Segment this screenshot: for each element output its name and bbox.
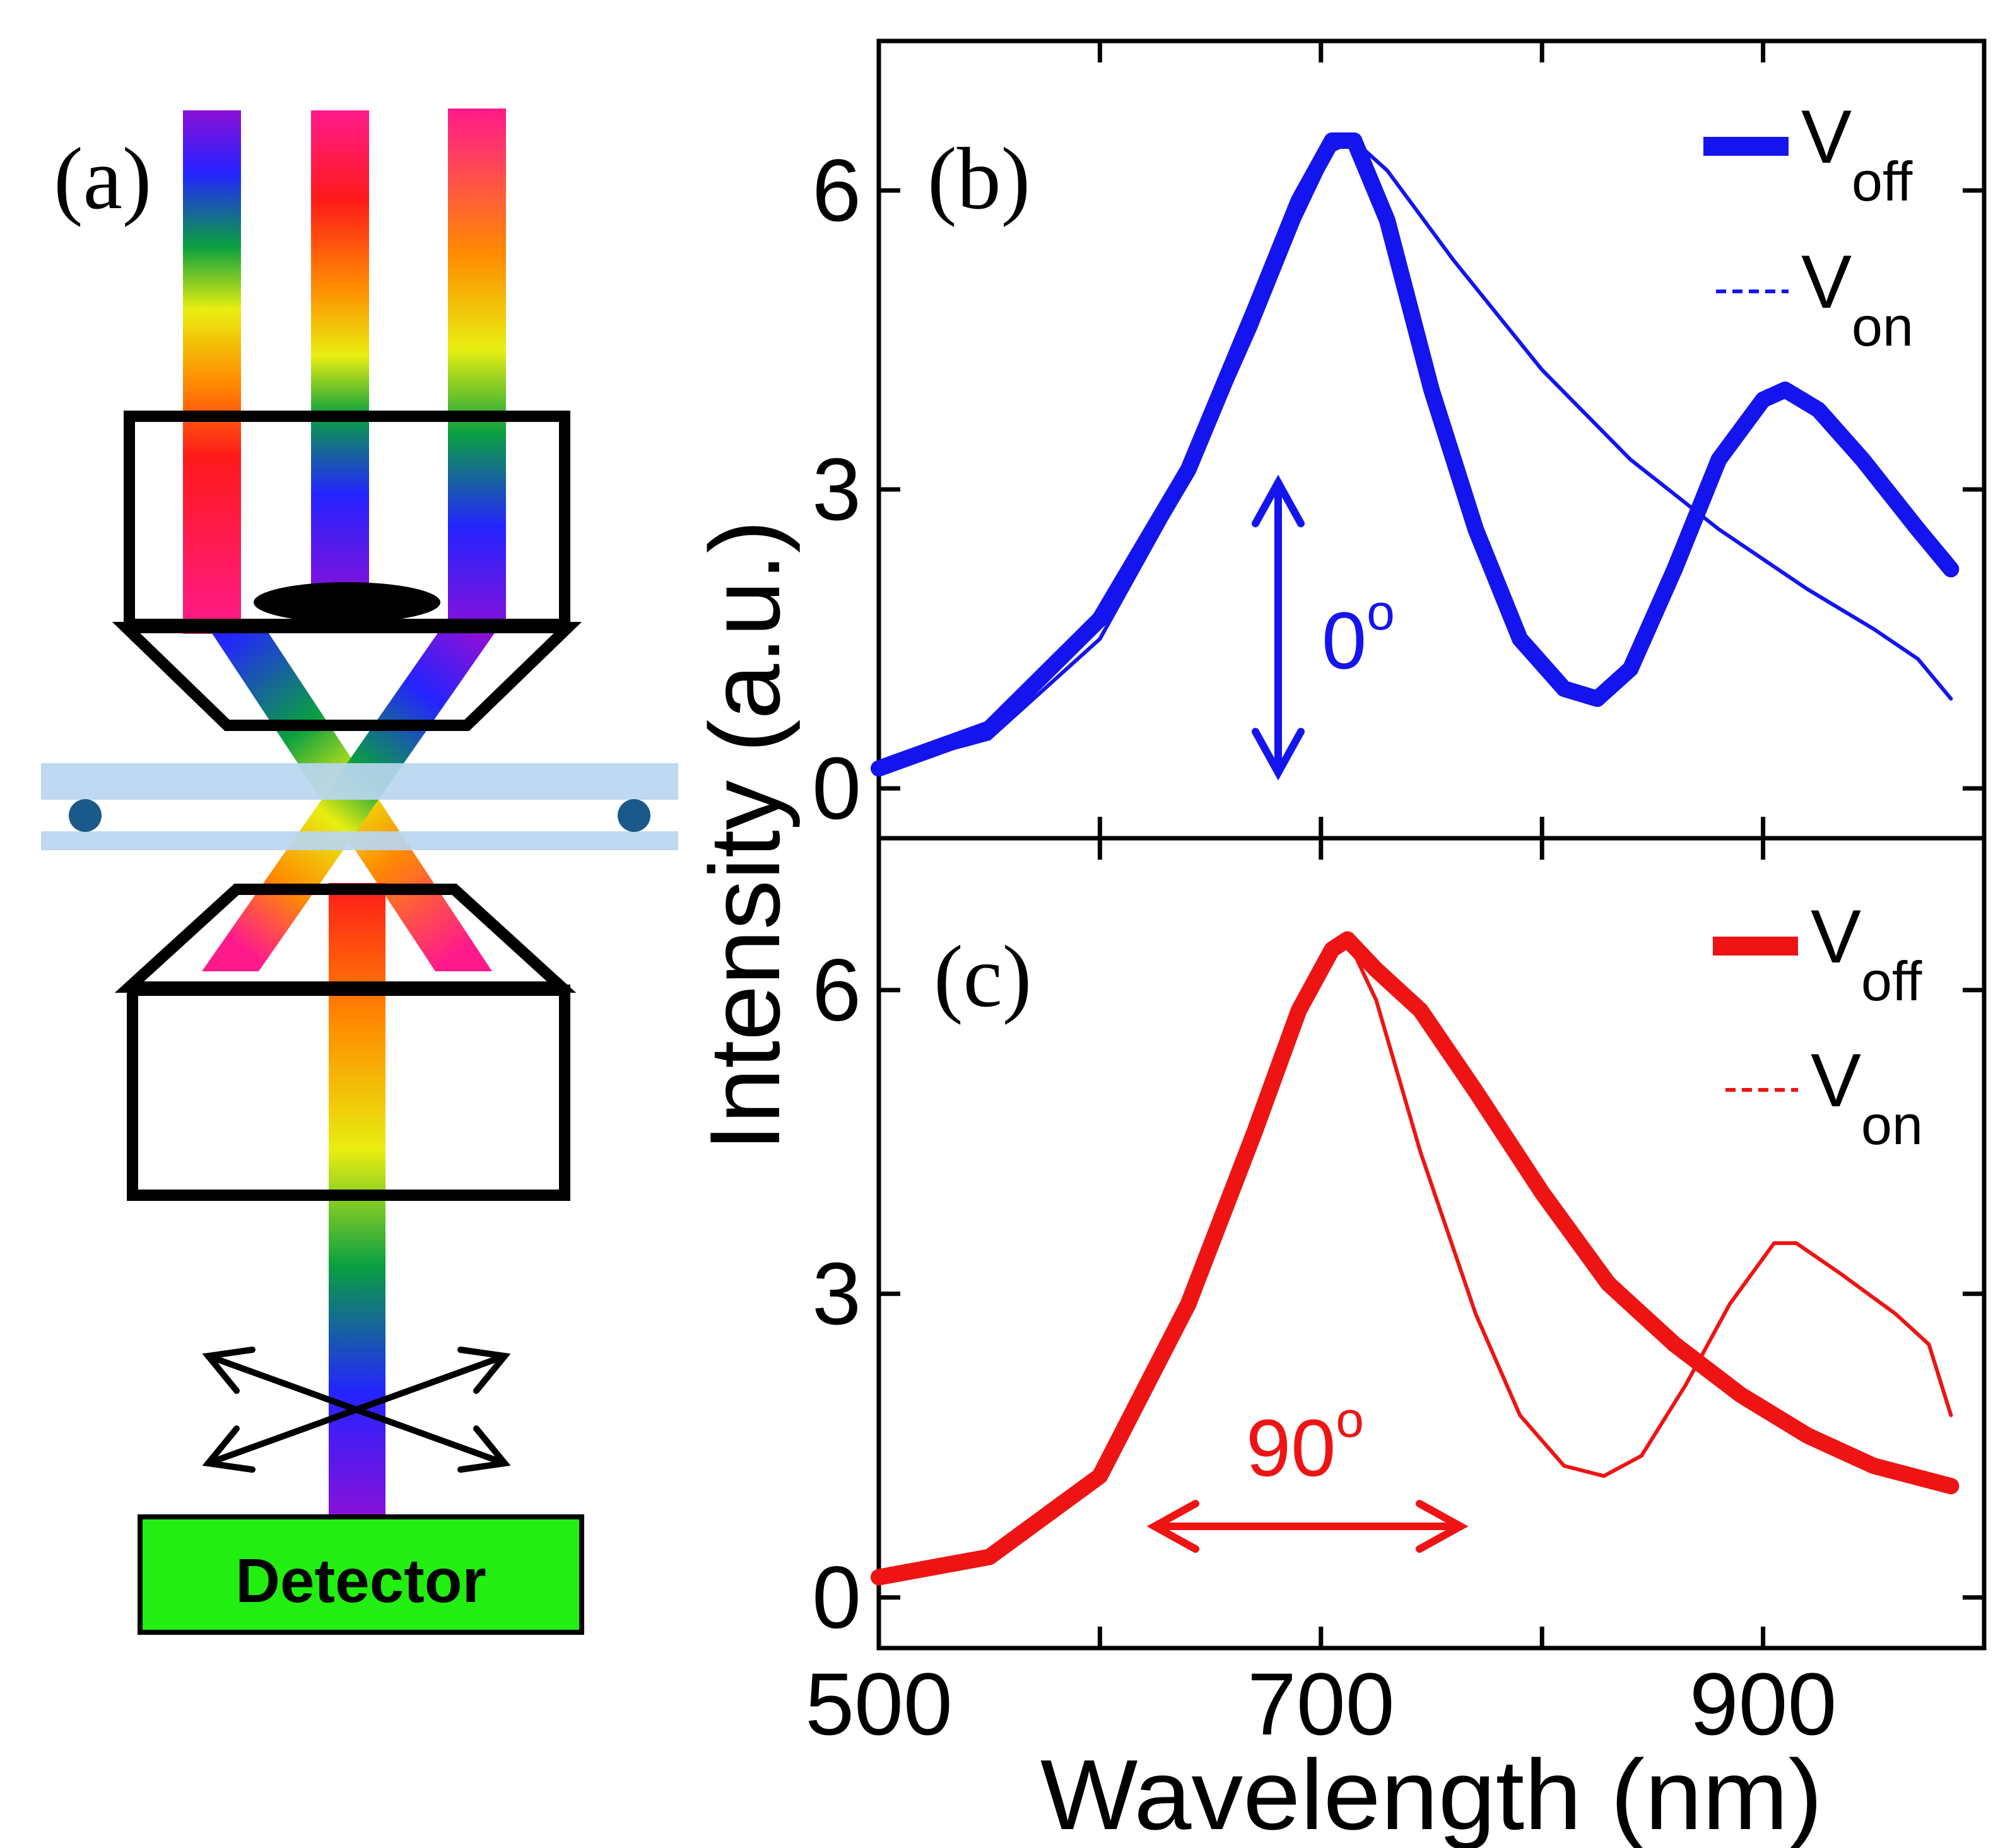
upper-objective-cone [112, 622, 582, 731]
y-tick-label-c-0: 0 [812, 1548, 861, 1647]
panel-b-series [871, 132, 1960, 777]
y-tick-label-c-6: 6 [812, 940, 861, 1039]
y-tick-label-c-3: 3 [812, 1244, 861, 1343]
legend-b-entry-1: Voff [1801, 95, 1913, 213]
plot-frame [876, 38, 1987, 1651]
series-b-v-on [877, 139, 1953, 771]
y-axis-label: Intensity (a.u.) [690, 520, 801, 1151]
panel-c-chart: (c) Voff Von 90o [871, 894, 1960, 1586]
series-b-v-off [871, 132, 1960, 777]
axis-tick-labels: 0 3 6 0 3 6 500 700 900 [805, 141, 1837, 1753]
panel-b-legend: Voff Von [1703, 95, 1913, 358]
particle-left [69, 799, 102, 832]
x-tick-label-500: 500 [805, 1654, 953, 1753]
y-tick-label-b-0: 0 [812, 739, 861, 838]
panel-c-series [871, 931, 1960, 1586]
legend-c-entry-2: Von [1811, 1038, 1923, 1156]
plots: 0 3 6 0 3 6 500 700 900 Wavelength (nm) Intensit… [690, 38, 1987, 1848]
incoming-beam-middle [311, 110, 369, 602]
panel-a-schematic: (a) Detector [41, 108, 678, 1635]
x-tick-label-900: 900 [1690, 1654, 1837, 1753]
incoming-beam-right [448, 108, 506, 632]
panel-b-chart: (b) Voff Von 0o [871, 95, 1960, 781]
substrate-bottom [41, 831, 678, 850]
polarization-arrow-vertical [1252, 474, 1305, 781]
x-tick-label-700: 700 [1247, 1654, 1395, 1753]
panel-c-label: (c) [934, 928, 1031, 1026]
y-tick-label-b-3: 3 [812, 440, 861, 539]
polarization-arrow-horizontal [1146, 1500, 1469, 1553]
polarization-label-90: 90o [1246, 1391, 1364, 1494]
x-axis-label: Wavelength (nm) [1040, 1740, 1823, 1848]
axis-ticks [879, 41, 1984, 1648]
series-c-v-off [871, 931, 1960, 1586]
panel-c-legend: Voff Von [1713, 894, 1923, 1156]
aperture-stop [254, 582, 440, 623]
legend-c-entry-1: Voff [1811, 894, 1922, 1012]
polarizer-arrows [202, 1347, 511, 1473]
y-tick-label-b-6: 6 [812, 141, 861, 240]
output-beam [329, 883, 385, 1520]
lower-objective-body [127, 985, 570, 1201]
panel-b-label: (b) [927, 130, 1030, 228]
series-c-v-on [877, 937, 1953, 1579]
polarization-label-0: 0o [1322, 584, 1395, 686]
incoming-beam-left [183, 110, 241, 634]
panel-a-label: (a) [54, 130, 151, 228]
particle-right [618, 799, 650, 832]
detector-label: Detector [235, 1546, 486, 1615]
detector-box [138, 1514, 584, 1635]
substrate-top [41, 763, 678, 800]
legend-b-entry-2: Von [1801, 240, 1913, 358]
